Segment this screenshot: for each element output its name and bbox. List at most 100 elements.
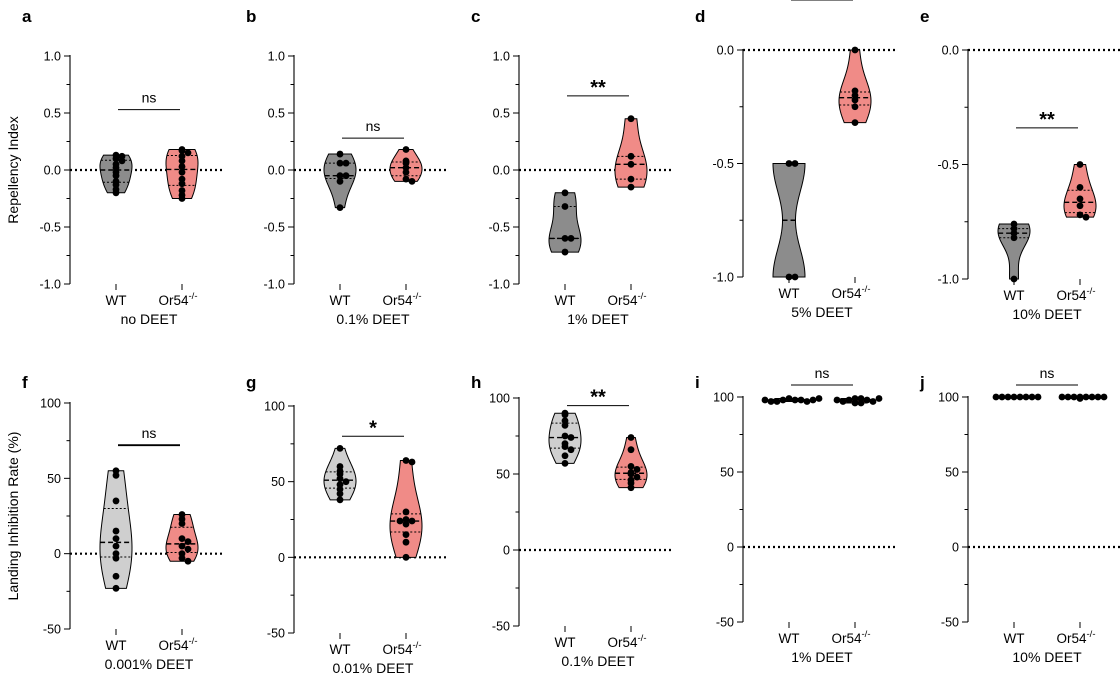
data-point [1058, 393, 1066, 401]
data-point [627, 175, 635, 183]
data-point [633, 473, 641, 481]
data-point [561, 235, 569, 242]
category-name: Or54 [832, 286, 863, 301]
x-category-label: WT [555, 635, 576, 650]
data-point [851, 103, 859, 111]
violin-or54 [1063, 164, 1097, 218]
data-point [1082, 393, 1090, 401]
condition-label: 0.01% DEET [333, 660, 414, 676]
data-point [785, 273, 793, 281]
category-name: Or54 [608, 293, 639, 308]
y-tick-label: 0 [54, 547, 61, 561]
y-tick-label: -1.0 [263, 278, 285, 292]
data-point [567, 235, 575, 242]
y-tick-label: -0.5 [39, 221, 61, 235]
panel-letter: g [246, 373, 256, 392]
y-axis-title: Repellency Index [5, 116, 21, 223]
data-point [342, 159, 350, 167]
y-tick-label: -0.5 [263, 221, 285, 235]
category-name: Or54 [159, 293, 190, 308]
data-point [178, 163, 186, 170]
x-category-label: Or54-/- [383, 640, 422, 657]
data-point [336, 159, 344, 167]
data-point [178, 157, 186, 165]
data-point [402, 168, 410, 176]
data-point [851, 119, 859, 127]
data-point [112, 497, 120, 505]
data-point [791, 273, 799, 281]
data-point [402, 175, 410, 183]
data-point [184, 545, 192, 553]
data-point [112, 572, 120, 580]
data-point [336, 204, 344, 212]
condition-label: 0.1% DEET [336, 311, 410, 327]
y-tick-label: -1.0 [39, 278, 61, 292]
data-point [627, 470, 635, 478]
x-category-label: WT [330, 293, 351, 308]
data-point [112, 535, 120, 542]
data-point [1034, 393, 1042, 401]
data-point [791, 396, 799, 404]
data-point [112, 542, 120, 550]
data-point [803, 398, 811, 405]
x-category-label: Or54-/- [159, 291, 198, 308]
data-point [1016, 393, 1024, 401]
x-category-label: Or54-/- [608, 633, 647, 650]
data-point [1010, 393, 1018, 401]
y-tick-label: -0.5 [937, 158, 959, 172]
x-category-label: WT [1004, 288, 1025, 303]
significance-label: ns [142, 90, 157, 106]
condition-label: 5% DEET [791, 304, 853, 320]
data-point [567, 446, 575, 454]
data-point [402, 538, 410, 546]
panel-letter: h [471, 373, 481, 392]
y-tick-label: -1.0 [937, 273, 959, 287]
data-point [797, 396, 805, 404]
category-superscript: -/- [413, 640, 422, 651]
significance-label: ns [815, 365, 830, 381]
data-point [1064, 393, 1072, 401]
y-tick-label: 100 [713, 391, 734, 405]
category-superscript: -/- [638, 291, 647, 302]
y-tick-label: -0.5 [488, 221, 510, 235]
data-point [112, 189, 120, 197]
data-point [561, 443, 569, 451]
data-point [402, 553, 410, 561]
data-point [809, 396, 817, 404]
x-category-label: WT [779, 631, 800, 646]
data-point [845, 396, 853, 404]
data-point [402, 457, 410, 464]
data-point [851, 399, 859, 407]
data-point [627, 115, 635, 123]
data-point [627, 463, 635, 470]
data-point [1082, 213, 1090, 221]
condition-label: 10% DEET [1012, 306, 1082, 322]
panel-c: c 1.0 0.5 0.0 -0.5 -1.0 WT Or54-/- 1% DEET ** [471, 7, 674, 327]
y-tick-label: 0.5 [268, 107, 285, 121]
x-category-label: WT [106, 293, 127, 308]
panel-a: a 1.0 0.5 0.0 -0.5 -1.0 WT Or54-/- no DEET ns Repe… [5, 7, 225, 327]
violin-or54 [614, 118, 648, 188]
data-point [851, 96, 859, 104]
x-category-label: Or54-/- [608, 291, 647, 308]
panel-letter: i [695, 373, 700, 392]
data-point [178, 180, 186, 188]
data-point [1076, 202, 1084, 210]
data-point [998, 393, 1006, 401]
y-axis-title: Landing Inhibition Rate (%) [5, 432, 21, 601]
category-name: Or54 [383, 293, 414, 308]
category-name: Or54 [159, 638, 190, 653]
data-point [857, 399, 865, 407]
y-tick-label: 100 [489, 392, 510, 406]
data-point [178, 520, 186, 527]
data-point [178, 554, 186, 562]
x-category-label: Or54-/- [159, 636, 198, 653]
data-point [627, 160, 635, 168]
data-point [561, 421, 569, 429]
data-point [1094, 393, 1102, 401]
data-point [336, 490, 344, 498]
x-category-label: Or54-/- [1057, 286, 1096, 303]
category-name: Or54 [608, 635, 639, 650]
